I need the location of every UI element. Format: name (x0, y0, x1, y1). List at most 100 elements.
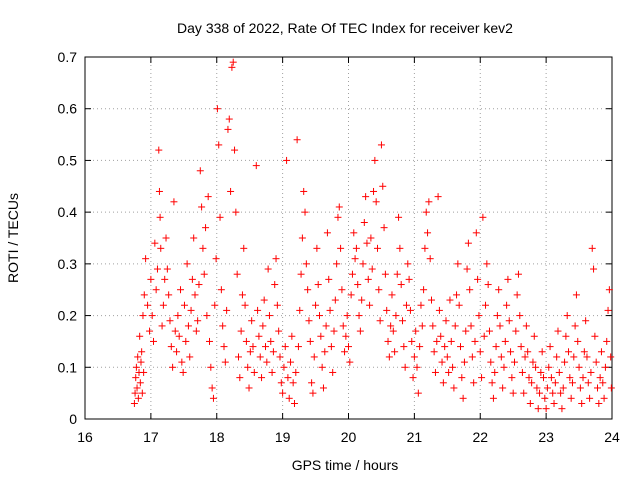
data-point (329, 368, 337, 376)
data-point (158, 322, 166, 330)
data-point (199, 244, 207, 252)
data-point (586, 394, 594, 402)
data-point (354, 281, 362, 289)
data-point (140, 368, 148, 376)
data-point (579, 374, 587, 382)
data-point (228, 63, 236, 71)
data-point (400, 343, 408, 351)
data-points (130, 58, 615, 413)
data-point (268, 368, 276, 376)
data-point (190, 234, 198, 242)
data-point (491, 368, 499, 376)
data-point (416, 343, 424, 351)
data-point (582, 317, 590, 325)
data-point (467, 322, 475, 330)
data-point (173, 348, 181, 356)
data-point (410, 353, 418, 361)
data-point (389, 327, 397, 335)
data-point (580, 348, 588, 356)
data-point (557, 389, 565, 397)
data-point (422, 208, 430, 216)
data-point (342, 332, 350, 340)
data-point (192, 327, 200, 335)
data-point (134, 394, 142, 402)
data-point (536, 389, 544, 397)
data-point (200, 270, 208, 278)
data-point (259, 322, 267, 330)
data-point (362, 193, 370, 201)
data-point (380, 224, 388, 232)
data-point (242, 337, 250, 345)
data-point (568, 379, 576, 387)
data-point (542, 405, 550, 413)
data-point (298, 234, 306, 242)
data-point (231, 146, 239, 154)
data-point (207, 363, 215, 371)
data-point (496, 322, 504, 330)
data-point (571, 322, 579, 330)
data-point (437, 332, 445, 340)
data-point (438, 358, 446, 366)
data-point (583, 353, 591, 361)
data-point (595, 399, 603, 407)
data-point (317, 332, 325, 340)
data-point (594, 384, 602, 392)
data-point (446, 296, 454, 304)
data-point (572, 291, 580, 299)
data-point (412, 327, 420, 335)
data-point (136, 332, 144, 340)
data-point (265, 312, 273, 320)
data-point (341, 348, 349, 356)
data-point (252, 162, 260, 170)
data-point (351, 255, 359, 263)
data-point (516, 312, 524, 320)
data-point (233, 270, 241, 278)
data-point (245, 384, 253, 392)
data-point (241, 301, 249, 309)
data-point (183, 260, 191, 268)
data-point (587, 368, 595, 376)
y-tick-label: 0.3 (58, 256, 78, 272)
data-point (225, 115, 233, 123)
data-point (431, 368, 439, 376)
data-point (155, 187, 163, 195)
data-point (334, 213, 342, 221)
data-point (513, 291, 521, 299)
data-point (148, 312, 156, 320)
data-point (322, 322, 330, 330)
data-point (156, 213, 164, 221)
data-point (434, 193, 442, 201)
data-point (138, 348, 146, 356)
data-point (601, 363, 609, 371)
data-point (350, 229, 358, 237)
data-point (447, 337, 455, 345)
data-point (175, 332, 183, 340)
data-point (208, 384, 216, 392)
data-point (462, 327, 470, 335)
data-point (454, 260, 462, 268)
data-point (458, 374, 466, 382)
y-axis: 0 0.1 0.2 0.3 0.4 0.5 0.6 0.7 (58, 49, 612, 427)
data-point (325, 275, 333, 283)
data-point (206, 337, 214, 345)
data-point (375, 286, 383, 294)
data-point (289, 379, 297, 387)
data-point (591, 332, 599, 340)
data-point (152, 286, 160, 294)
data-point (406, 306, 414, 314)
data-point (186, 353, 194, 361)
data-point (392, 312, 400, 320)
data-point (169, 363, 177, 371)
data-point (533, 384, 541, 392)
data-point (497, 353, 505, 361)
data-point (191, 291, 199, 299)
data-point (161, 275, 169, 283)
data-point (347, 291, 355, 299)
data-point (198, 203, 206, 211)
data-point (263, 358, 271, 366)
data-point (471, 337, 479, 345)
data-point (395, 213, 403, 221)
data-point (441, 343, 449, 351)
data-point (555, 368, 563, 376)
data-point (157, 244, 165, 252)
